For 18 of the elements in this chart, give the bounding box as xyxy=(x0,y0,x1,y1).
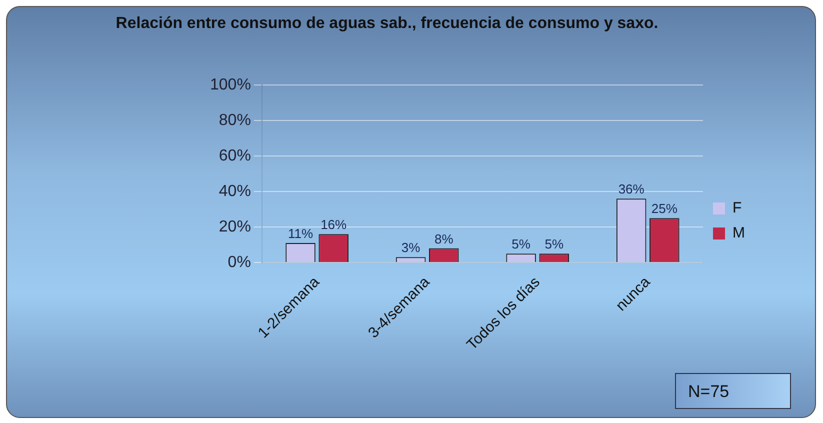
y-tick-label: 20% xyxy=(218,218,251,236)
text: N=75 xyxy=(675,373,791,409)
chart-title: Relación entre consumo de aguas sab., frecuencia de consumo y saxo. xyxy=(114,14,660,34)
data-label: 36% xyxy=(618,182,645,197)
data-label: 8% xyxy=(434,231,454,246)
data-label: 5% xyxy=(544,236,564,252)
legend-label: F xyxy=(732,200,742,217)
data-label: 5% xyxy=(512,236,531,252)
legend-label: M xyxy=(732,224,746,242)
y-tick-label: 40% xyxy=(218,182,251,200)
y-tick-label: 80% xyxy=(218,112,251,129)
y-tick-label: 60% xyxy=(218,147,251,164)
data-label: 11% xyxy=(288,226,314,242)
y-tick-label: 100% xyxy=(210,76,251,94)
data-label: 3% xyxy=(401,240,421,256)
y-tick-label: 0% xyxy=(228,254,251,271)
data-label: 16% xyxy=(320,217,348,232)
data-label: 25% xyxy=(651,201,678,216)
